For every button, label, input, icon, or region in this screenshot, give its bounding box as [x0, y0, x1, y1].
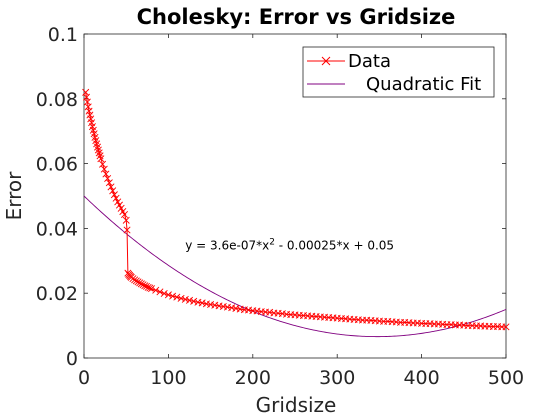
data-point-marker [169, 292, 177, 300]
x-axis-label: Gridsize [256, 393, 337, 417]
data-point-marker [141, 282, 149, 290]
chart-title: Cholesky: Error vs Gridsize [137, 5, 456, 29]
fit-equation-suffix: - 0.00025*x + 0.05 [275, 238, 394, 252]
series-line-data [85, 92, 506, 328]
data-point-marker [100, 165, 108, 173]
data-point-marker [160, 290, 168, 298]
data-point-marker [148, 285, 156, 293]
data-point-marker [502, 323, 510, 331]
legend-item-quadratic-fit: Quadratic Fit [307, 74, 481, 95]
data-point-marker [139, 281, 147, 289]
y-tick-label: 0.02 [36, 283, 78, 305]
data-point-marker [177, 294, 185, 302]
data-point-marker [99, 160, 107, 168]
x-tick-label: 300 [319, 367, 355, 389]
x-tick-label: 400 [403, 367, 439, 389]
legend-item-data: Data [307, 51, 391, 72]
x-tick-label: 0 [78, 367, 90, 389]
legend-box [302, 46, 495, 98]
series-line-quadratic-fit [83, 195, 507, 338]
data-point-marker [114, 198, 122, 206]
legend-label-fit: Quadratic Fit [366, 74, 481, 95]
data-point-marker [185, 296, 194, 304]
data-point-marker [173, 293, 181, 301]
data-point-marker [112, 194, 120, 202]
series-layer [82, 88, 510, 338]
data-point-marker [104, 174, 112, 183]
data-point-marker [142, 282, 150, 290]
data-point-marker [107, 183, 115, 191]
y-axis: 0 0.02 0.04 0.06 0.08 0.1 [36, 24, 506, 370]
fit-equation-annotation: y = 3.6e-07*x2 - 0.00025*x + 0.05 [185, 237, 394, 252]
data-point-marker [122, 216, 130, 224]
data-point-marker [146, 284, 154, 292]
y-tick-label: 0.1 [48, 24, 78, 46]
data-point-marker [137, 280, 145, 288]
fit-equation-prefix: y = 3.6e-07*x [185, 238, 269, 252]
data-point-marker [97, 155, 105, 163]
data-point-marker [120, 210, 129, 218]
data-point-marker [102, 170, 110, 178]
y-tick-label: 0.04 [36, 218, 78, 240]
legend: Data Quadratic Fit [302, 46, 495, 98]
x-tick-label: 200 [235, 367, 271, 389]
data-point-marker [123, 226, 131, 234]
legend-marker-x [321, 56, 331, 66]
data-point-marker [105, 179, 113, 187]
fit-equation-exponent: 2 [269, 237, 275, 247]
data-point-marker [134, 278, 142, 286]
data-point-marker [117, 204, 125, 212]
data-point-marker [181, 295, 189, 303]
x-tick-label: 500 [488, 367, 524, 389]
data-point-marker [84, 103, 92, 111]
data-point-marker [115, 201, 123, 209]
data-point-marker [156, 288, 164, 296]
x-axis: 0 100 200 300 400 500 [78, 34, 524, 389]
plot-area: 0 100 200 300 400 500 0 0.02 0.04 0.06 0.08 0.1 [36, 24, 524, 389]
legend-label-data: Data [348, 51, 391, 72]
y-tick-label: 0 [66, 348, 78, 370]
y-tick-label: 0.06 [36, 154, 78, 176]
data-point-marker [131, 276, 139, 284]
data-point-marker [152, 286, 160, 294]
data-point-marker [109, 187, 117, 195]
data-point-marker [164, 291, 172, 299]
data-point-marker [136, 279, 144, 287]
y-tick-label: 0.08 [36, 89, 78, 111]
data-point-marker [198, 299, 206, 307]
data-point-marker [110, 191, 118, 199]
data-point-marker [132, 277, 140, 285]
data-point-marker [190, 297, 198, 305]
x-tick-label: 100 [150, 367, 186, 389]
y-axis-label: Error [2, 171, 26, 221]
